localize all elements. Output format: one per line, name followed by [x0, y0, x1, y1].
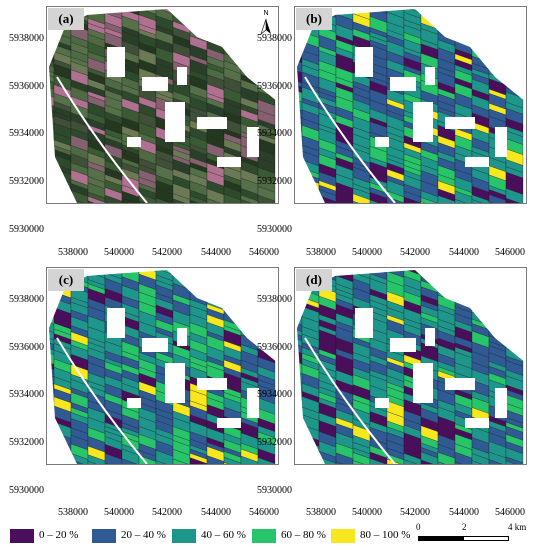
y-tick-label: 5930000	[257, 485, 292, 496]
legend-label: 0 – 20 %	[39, 529, 79, 541]
x-tick-label: 546000	[249, 507, 279, 518]
y-tick-label: 5936000	[9, 81, 44, 92]
scale-bar: 0 2 4 km	[416, 522, 532, 546]
x-tick-label: 546000	[495, 247, 525, 258]
x-tick-label: 544000	[449, 507, 479, 518]
map-frame	[294, 267, 527, 465]
x-tick-label: 540000	[352, 507, 382, 518]
panel-label: (c)	[48, 269, 84, 291]
legend-swatch	[92, 529, 116, 543]
y-tick-label: 5930000	[257, 224, 292, 235]
y-tick-label: 5934000	[9, 128, 44, 139]
x-tick-label: 542000	[400, 247, 430, 258]
field-parcels	[297, 9, 524, 203]
y-tick-label: 5934000	[257, 389, 292, 400]
scale-segment-light	[463, 536, 509, 541]
x-tick-label: 542000	[152, 507, 182, 518]
y-tick-label: 5932000	[257, 437, 292, 448]
legend-swatch	[10, 529, 34, 543]
map-frame	[46, 267, 279, 465]
y-tick-label: 5932000	[9, 437, 44, 448]
map-canvas	[297, 9, 524, 203]
x-tick-label: 538000	[58, 507, 88, 518]
legend-label: 80 – 100 %	[360, 529, 411, 541]
map-canvas	[49, 9, 276, 203]
legend-swatch	[172, 529, 196, 543]
y-tick-label: 5932000	[257, 176, 292, 187]
x-tick-label: 544000	[201, 247, 231, 258]
x-tick-label: 544000	[449, 247, 479, 258]
map-canvas	[297, 270, 524, 464]
scale-label: 0	[416, 522, 421, 532]
y-tick-label: 5930000	[9, 224, 44, 235]
north-arrow-icon: N	[258, 10, 274, 38]
panel-label: (b)	[296, 8, 332, 30]
legend-label: 20 – 40 %	[121, 529, 166, 541]
panel-label: (a)	[48, 8, 84, 30]
x-tick-label: 540000	[104, 247, 134, 258]
field-parcels	[297, 270, 524, 464]
map-frame	[294, 6, 527, 204]
scale-label: 2	[462, 522, 467, 532]
y-tick-label: 5938000	[9, 294, 44, 305]
map-frame	[46, 6, 279, 204]
y-tick-label: 5934000	[9, 389, 44, 400]
field-parcels	[49, 9, 276, 203]
legend-label: 40 – 60 %	[201, 529, 246, 541]
y-tick-label: 5934000	[257, 128, 292, 139]
y-tick-label: 5932000	[9, 176, 44, 187]
y-tick-label: 5938000	[257, 33, 292, 44]
panel-label: (d)	[296, 269, 332, 291]
scale-segment-dark	[418, 536, 464, 541]
y-tick-label: 5936000	[257, 342, 292, 353]
x-tick-label: 546000	[495, 507, 525, 518]
y-tick-label: 5930000	[9, 485, 44, 496]
y-tick-label: 5936000	[9, 342, 44, 353]
x-tick-label: 544000	[201, 507, 231, 518]
x-tick-label: 540000	[352, 247, 382, 258]
x-tick-label: 542000	[400, 507, 430, 518]
y-tick-label: 5938000	[9, 33, 44, 44]
scale-label: 4 km	[508, 522, 527, 532]
field-parcels	[49, 270, 276, 464]
x-tick-label: 546000	[249, 247, 279, 258]
y-tick-label: 5938000	[257, 294, 292, 305]
x-tick-label: 538000	[58, 247, 88, 258]
legend-swatch	[331, 529, 355, 543]
map-canvas	[49, 270, 276, 464]
x-tick-label: 538000	[306, 247, 336, 258]
y-tick-label: 5936000	[257, 81, 292, 92]
x-tick-label: 538000	[306, 507, 336, 518]
legend-label: 60 – 80 %	[281, 529, 326, 541]
x-tick-label: 542000	[152, 247, 182, 258]
x-tick-label: 540000	[104, 507, 134, 518]
legend-swatch	[252, 529, 276, 543]
